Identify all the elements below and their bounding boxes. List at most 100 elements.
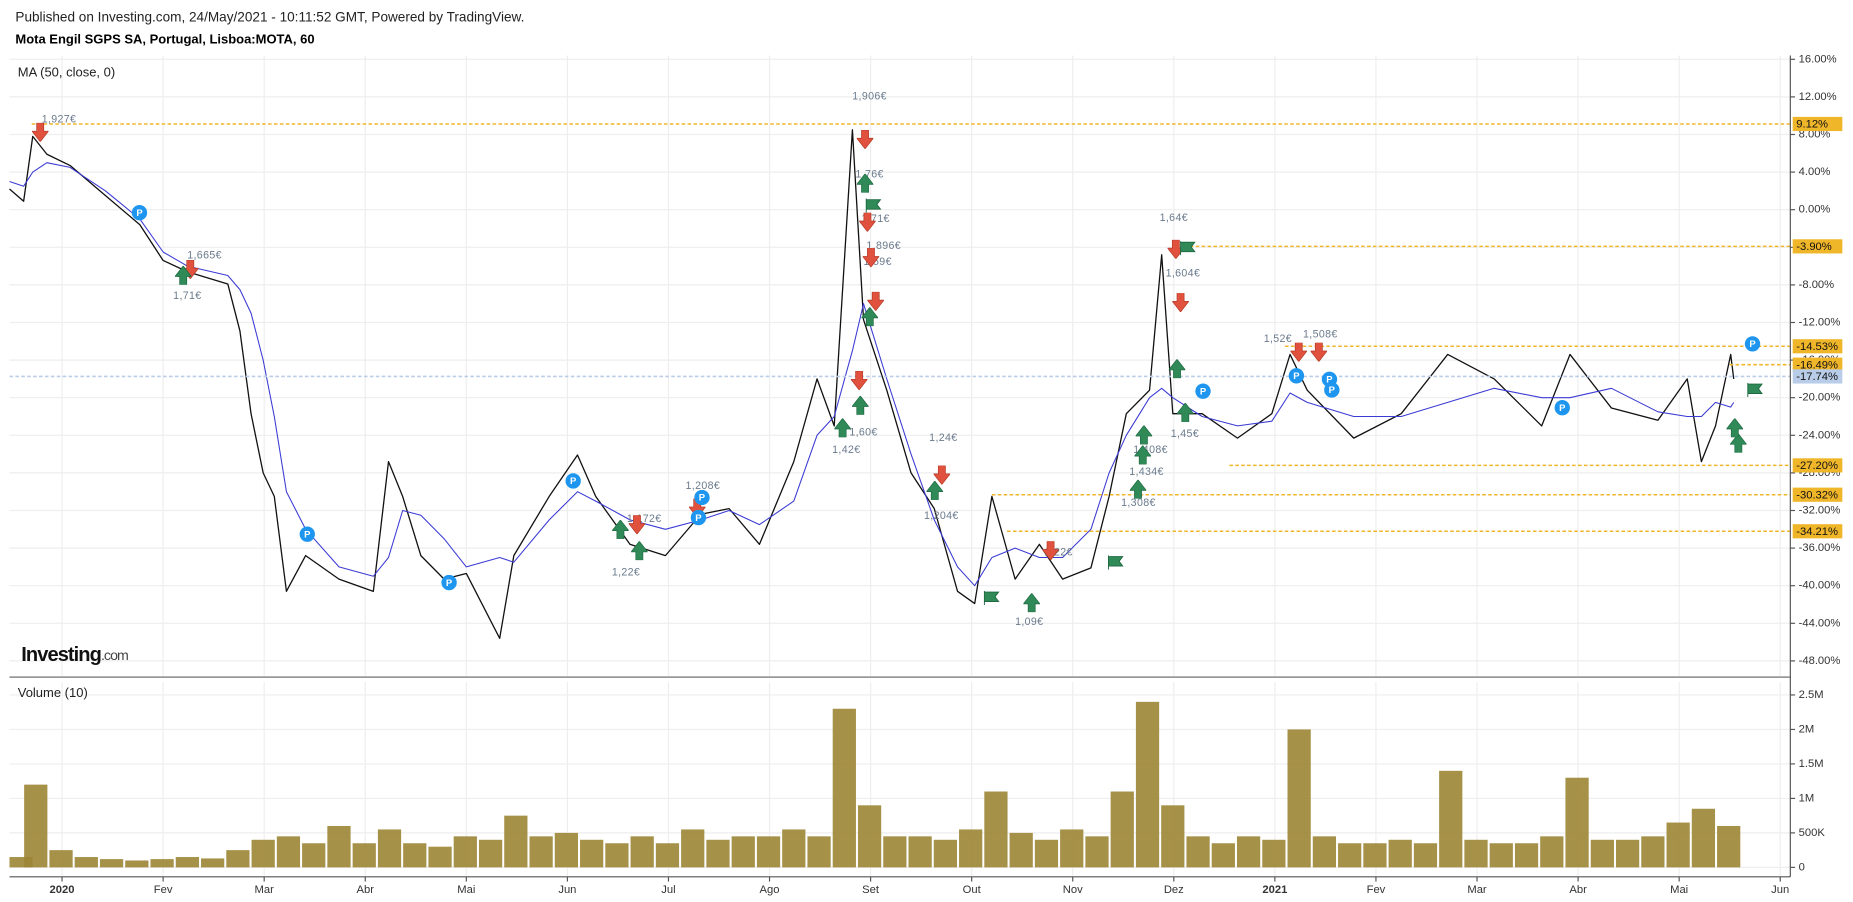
y-tick-label: 12.00%	[1799, 91, 1837, 103]
volume-bar	[605, 843, 629, 868]
y-tick-label: 2M	[1799, 723, 1815, 735]
price-annotation: 1,09€	[1015, 616, 1043, 628]
volume-bar	[580, 839, 604, 868]
volume-bar	[327, 825, 351, 868]
level-label: 9.12%	[1796, 119, 1828, 131]
volume-bar	[1060, 829, 1084, 868]
volume-bar	[201, 858, 225, 868]
level-label-box	[1792, 487, 1843, 502]
volume-bar	[1666, 822, 1690, 868]
price-annotation: 1,24€	[929, 432, 957, 444]
price-annotation: 1,172€	[627, 513, 662, 525]
volume-bar	[857, 805, 882, 868]
x-tick-label: Ago	[760, 884, 780, 896]
volume-bar	[1312, 836, 1337, 868]
volume-bar	[1464, 839, 1488, 868]
x-tick-label: Jul	[661, 884, 675, 896]
price-annotation: 1,42€	[832, 444, 860, 456]
level-label-box	[1792, 357, 1843, 372]
volume-label: Volume (10)	[18, 685, 88, 700]
p-marker	[565, 473, 581, 489]
price-annotation: 1,665€	[187, 250, 222, 262]
x-tick-label: Mai	[1670, 884, 1688, 896]
volume-bar	[832, 708, 856, 868]
y-tick-label: 4.00%	[1799, 166, 1831, 178]
volume-bar	[1211, 843, 1235, 868]
volume-bar	[1186, 836, 1210, 868]
volume-bar	[1161, 805, 1185, 868]
p-marker	[299, 526, 315, 542]
volume-bar	[1565, 777, 1589, 868]
y-tick-label: -32.00%	[1799, 504, 1841, 516]
volume-bar	[984, 791, 1008, 868]
price-annotation: 1,22€	[612, 566, 640, 578]
x-tick-label: Jun	[1771, 884, 1789, 896]
p-marker	[694, 489, 710, 506]
volume-bar	[1615, 839, 1640, 868]
y-tick-label: -24.00%	[1799, 429, 1841, 441]
volume-bar	[9, 857, 33, 868]
published-note: Published on Investing.com, 24/May/2021 …	[15, 9, 524, 24]
price-annotation: 1,204€	[924, 510, 959, 522]
volume-bar	[1085, 836, 1109, 868]
volume-bar	[1590, 839, 1614, 868]
volume-bar	[1236, 836, 1261, 868]
volume-bar	[74, 857, 98, 868]
volume-bar	[352, 843, 376, 868]
level-label: -14.53%	[1796, 341, 1838, 353]
volume-bar	[1514, 843, 1539, 868]
x-tick-label: Mai	[457, 884, 475, 896]
level-label-box	[1792, 458, 1843, 473]
y-tick-label: 8.00%	[1799, 128, 1831, 140]
level-label-box	[1792, 239, 1843, 254]
y-tick-label: 0	[1799, 861, 1805, 873]
volume-bar	[706, 839, 730, 868]
volume-bar	[1489, 843, 1513, 868]
price-annotation: 1,52€	[1264, 333, 1292, 345]
volume-bar	[1110, 791, 1134, 868]
volume-bar	[125, 860, 149, 868]
volume-bar	[1034, 839, 1059, 868]
y-tick-label: -44.00%	[1799, 617, 1841, 629]
y-tick-label: -48.00%	[1799, 655, 1841, 667]
logo-suffix: .com	[101, 648, 128, 664]
volume-bar	[302, 843, 326, 868]
price-annotation: 1,308€	[1121, 497, 1156, 509]
price-annotation: 1,906€	[852, 91, 887, 103]
volume-bar	[49, 850, 73, 868]
volume-bar	[1338, 843, 1362, 868]
volume-bar	[1413, 843, 1438, 868]
ma-line	[9, 162, 1735, 587]
logo-brand: Investing	[21, 644, 101, 666]
volume-bar	[453, 836, 477, 868]
volume-bar	[655, 843, 680, 868]
volume-bar	[175, 857, 199, 868]
y-tick-label: 1.5M	[1799, 758, 1824, 770]
volume-bar	[681, 829, 705, 868]
volume-bar	[554, 832, 579, 868]
price-annotation: 1,76€	[855, 169, 883, 181]
y-tick-label: 0.00%	[1799, 204, 1831, 216]
chart-title: Mota Engil SGPS SA, Portugal, Lisboa:MOT…	[15, 32, 314, 47]
x-tick-label: 2020	[50, 884, 75, 896]
p-marker	[690, 509, 707, 526]
y-tick-label: 16.00%	[1799, 53, 1837, 65]
price-annotation: 1,927€	[42, 113, 77, 125]
volume-bar	[1388, 839, 1412, 868]
x-tick-label: Set	[862, 884, 880, 896]
x-tick-label: Mar	[1467, 884, 1487, 896]
volume-bar	[630, 836, 654, 868]
axes: 16.00%12.00%8.00%4.00%0.00%-4.00%-8.00%-…	[9, 53, 1843, 896]
p-marker	[1744, 336, 1761, 352]
volume-bar	[1262, 839, 1286, 868]
volume-bar	[1135, 701, 1160, 868]
y-tick-label: 2.5M	[1799, 689, 1824, 701]
level-label-box	[1792, 339, 1843, 354]
p-marker	[441, 574, 457, 591]
volume-bar	[959, 829, 983, 868]
y-tick-label: -12.00%	[1799, 316, 1841, 328]
y-tick-label: -40.00%	[1799, 580, 1841, 592]
y-tick-label: -36.00%	[1799, 542, 1841, 554]
